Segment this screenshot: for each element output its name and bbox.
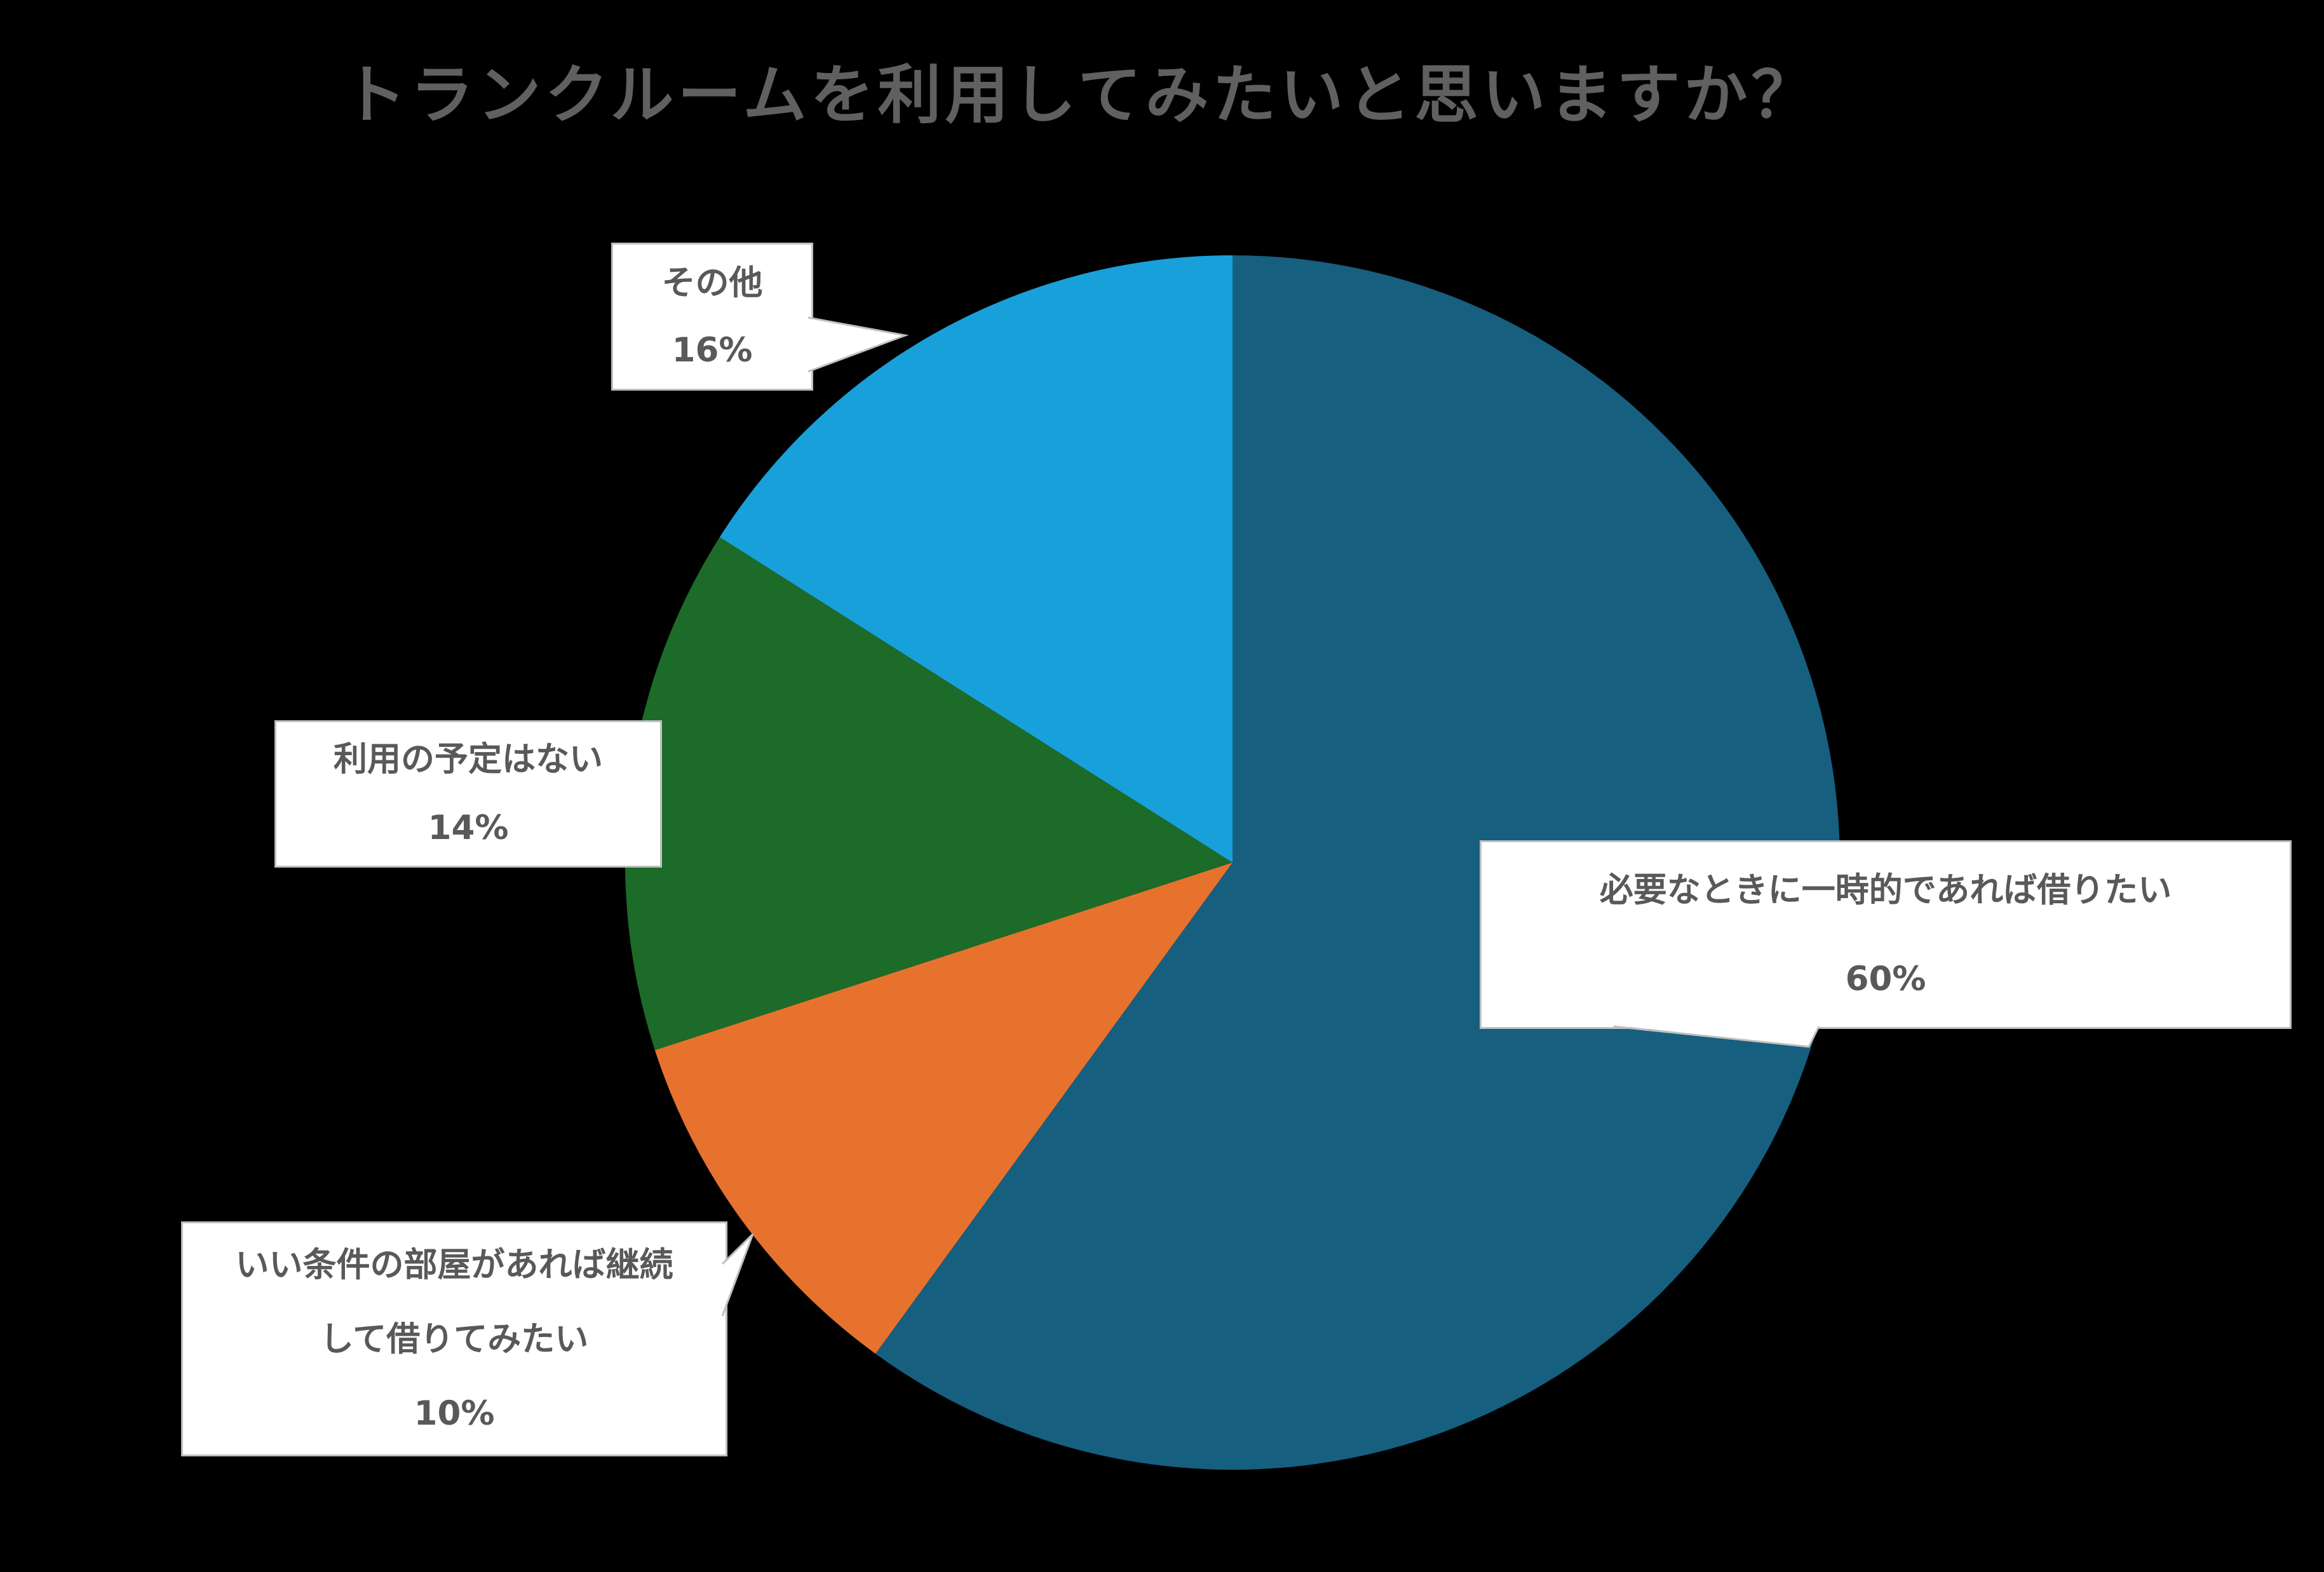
callout-temporary-value: 60% xyxy=(1845,959,1926,998)
callout-continuous: いい条件の部屋があれば継続 して借りてみたい 10% xyxy=(181,1221,727,1456)
callout-no-plan-label: 利用の予定はない xyxy=(334,740,603,779)
pie-slices xyxy=(625,255,1841,1470)
callout-continuous-label-2: して借りてみたい xyxy=(320,1319,589,1359)
pie-slice-2 xyxy=(625,537,1233,1051)
callout-continuous-label-1: いい条件の部屋があれば継続 xyxy=(235,1245,673,1284)
callout-continuous-value: 10% xyxy=(414,1394,495,1433)
pie-slice-1 xyxy=(654,863,1233,1354)
pie-slice-3 xyxy=(719,255,1233,863)
callout-no-plan: 利用の予定はない 14% xyxy=(274,720,662,868)
callout-other: その他 16% xyxy=(611,243,813,391)
callout-temporary-label: 必要なときに一時的であれば借りたい xyxy=(1599,870,2172,910)
callout-other-label: その他 xyxy=(661,263,763,302)
callout-other-value: 16% xyxy=(672,330,753,370)
callout-no-plan-value: 14% xyxy=(428,809,509,847)
callout-temporary: 必要なときに一時的であれば借りたい 60% xyxy=(1480,840,2292,1029)
pie-slice-0 xyxy=(875,255,1841,1470)
chart-title: トランクルームを利用してみたいと思いますか？ xyxy=(342,58,1819,132)
